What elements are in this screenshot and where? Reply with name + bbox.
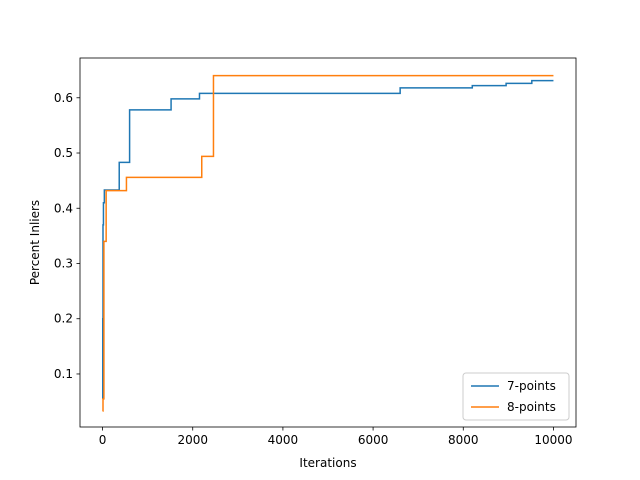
- x-tick-label: 0: [99, 433, 107, 447]
- y-ticks: 0.1 0.2 0.3 0.4 0.5 0.6: [54, 91, 80, 381]
- legend-label-7-points: 7-points: [507, 379, 556, 393]
- y-tick-label: 0.3: [54, 256, 73, 270]
- y-tick-label: 0.5: [54, 146, 73, 160]
- x-tick-label: 10000: [534, 433, 572, 447]
- y-axis-label: Percent Inliers: [28, 200, 42, 285]
- x-tick-label: 4000: [268, 433, 299, 447]
- series-line-8-points: [102, 74, 554, 412]
- x-axis-label: Iterations: [299, 456, 356, 470]
- legend-label-8-points: 8-points: [507, 400, 556, 414]
- x-tick-label: 6000: [358, 433, 389, 447]
- y-tick-label: 0.6: [54, 91, 73, 105]
- series-layer: [102, 74, 554, 412]
- legend-box: [462, 372, 570, 421]
- y-tick-label: 0.1: [54, 367, 73, 381]
- x-tick-label: 2000: [177, 433, 208, 447]
- x-ticks: 0 2000 4000 6000 8000 10000: [99, 427, 573, 447]
- series-line-7-points: [102, 79, 554, 400]
- plot-area: [79, 57, 577, 428]
- x-tick-label: 8000: [448, 433, 479, 447]
- legend: 7-points 8-points: [462, 372, 570, 421]
- axes-frame: [79, 57, 577, 428]
- y-tick-label: 0.2: [54, 312, 73, 326]
- y-tick-label: 0.4: [54, 201, 73, 215]
